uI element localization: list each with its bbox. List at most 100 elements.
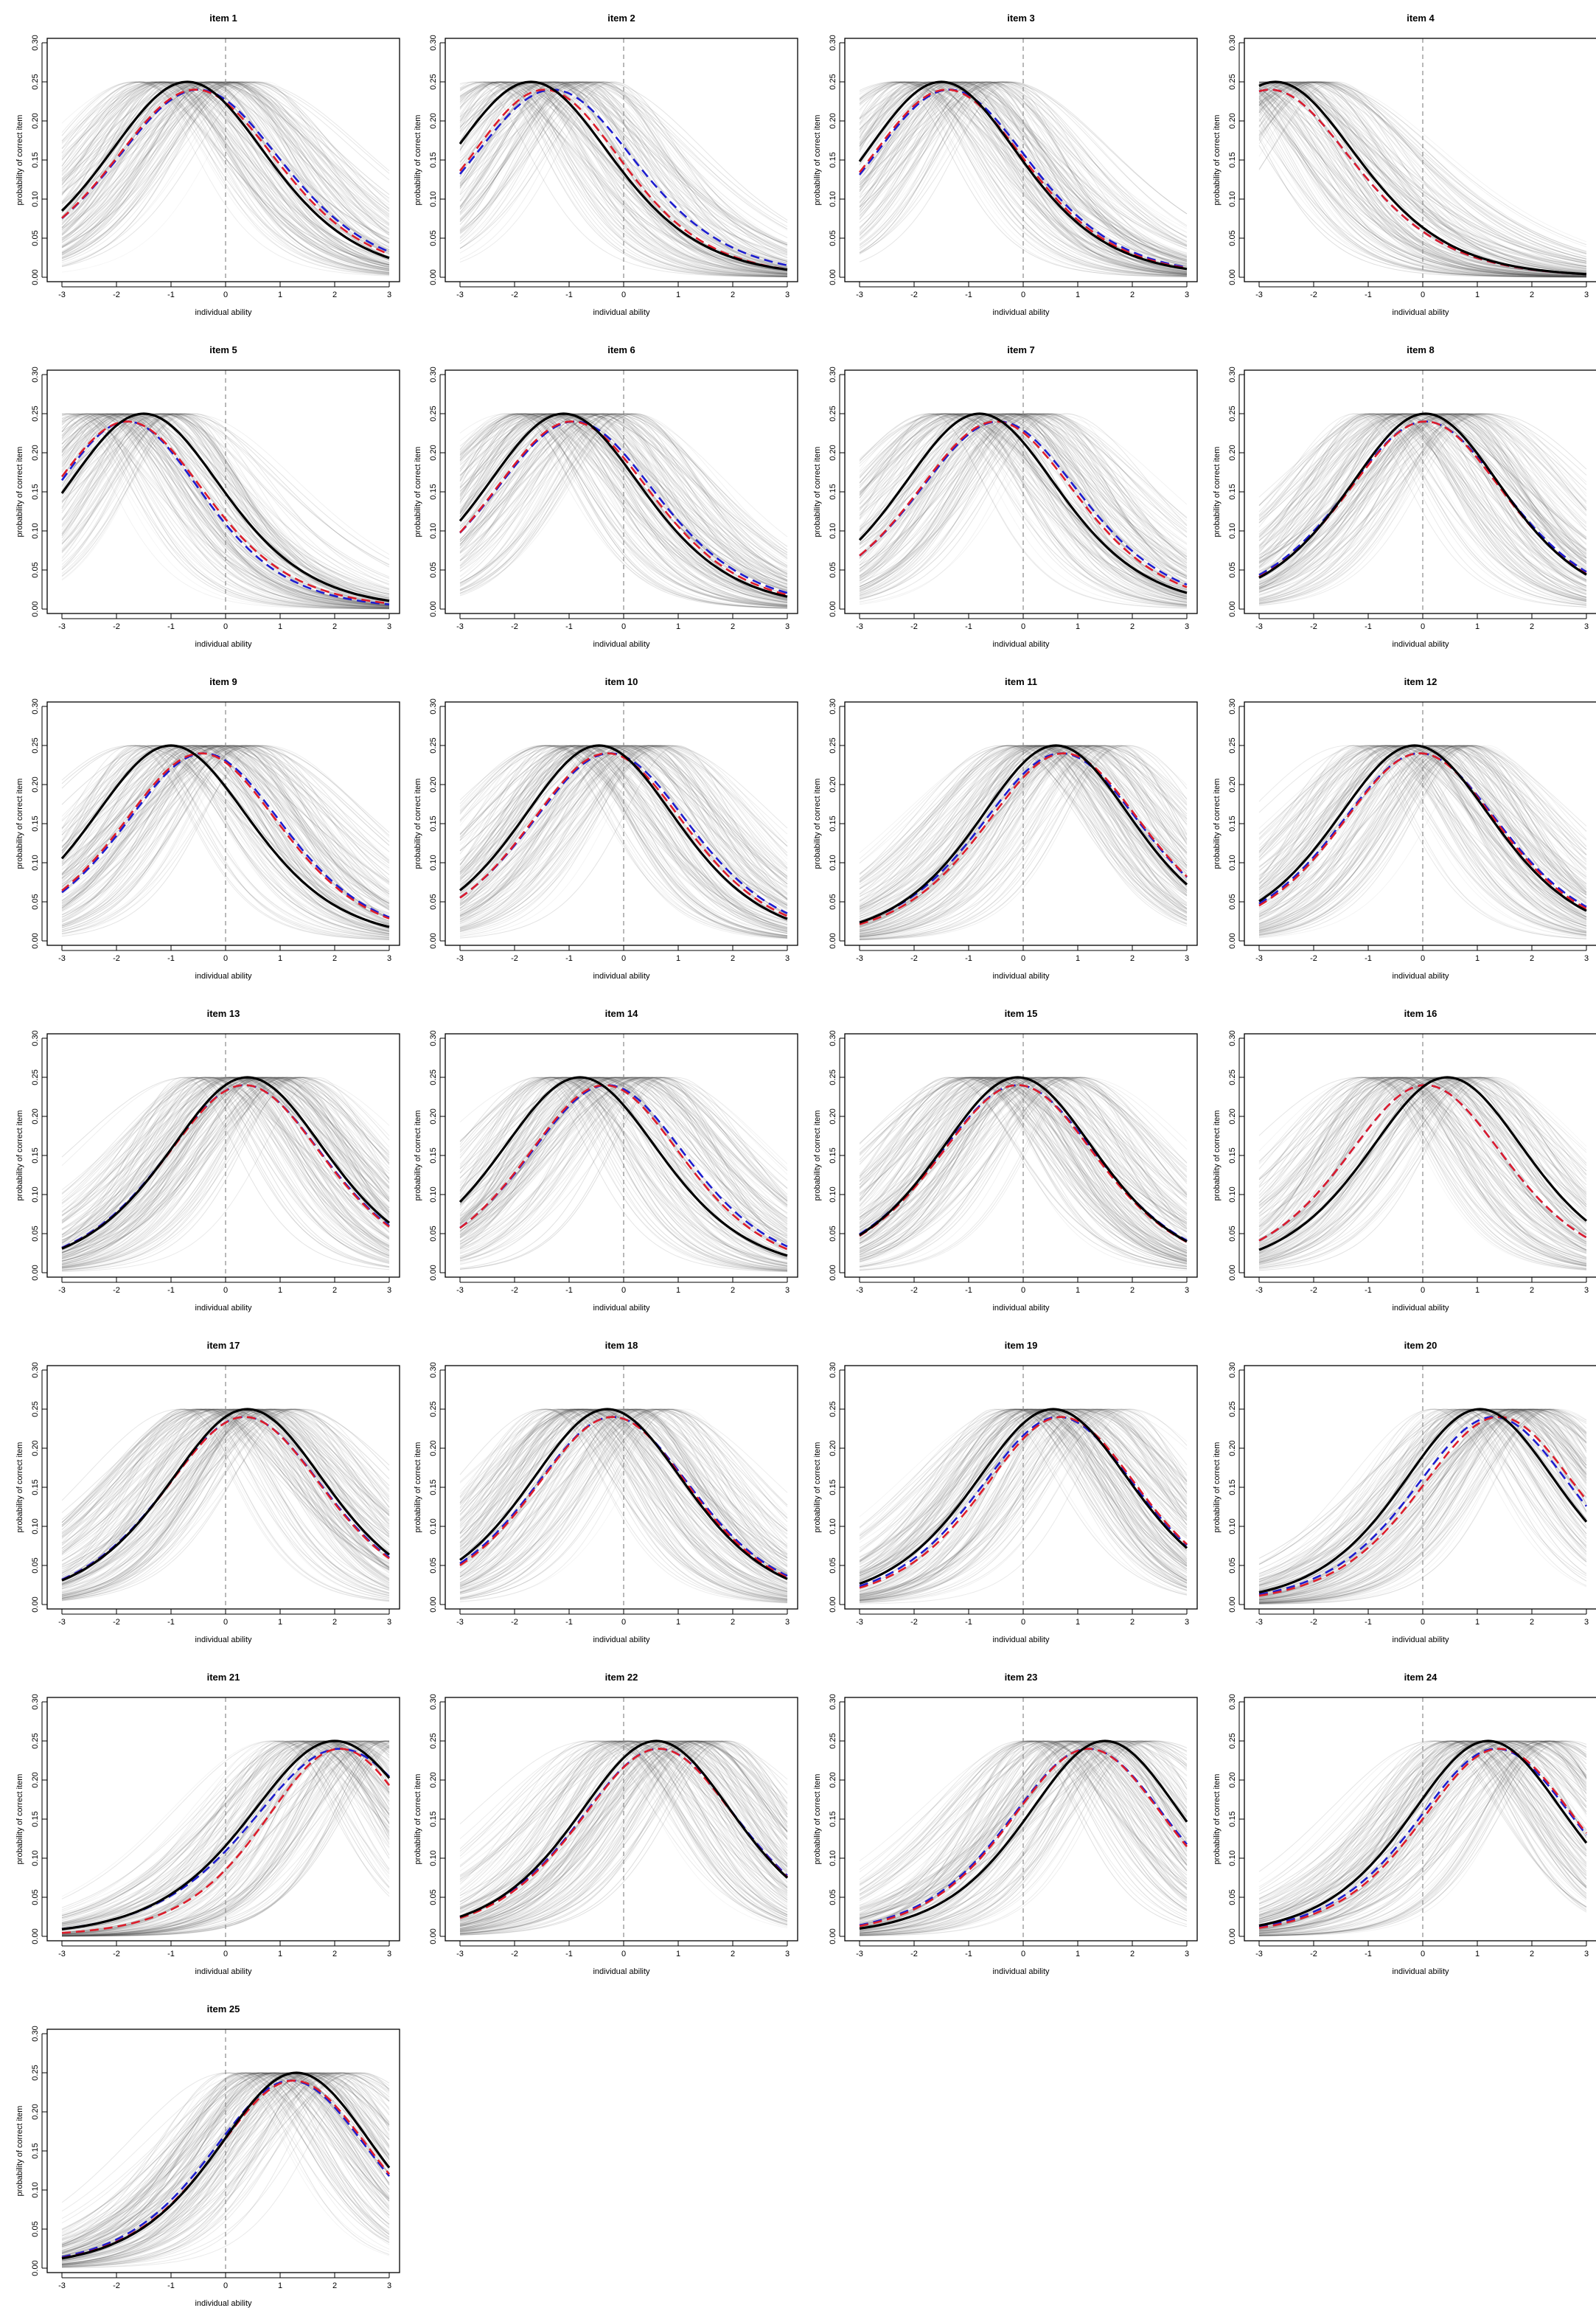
posterior-sample-line xyxy=(859,81,1188,260)
y-axis-label: probability of correct item xyxy=(813,1442,822,1533)
y-tick-label: 0.10 xyxy=(31,855,40,870)
x-tick-label: 2 xyxy=(1530,1286,1534,1295)
x-tick-label: 0 xyxy=(223,622,228,631)
x-tick-label: 3 xyxy=(785,1618,790,1627)
chart-title: item 21 xyxy=(207,1672,240,1683)
posterior-sample-line xyxy=(1258,119,1587,278)
y-tick-label: 0.00 xyxy=(829,1928,837,1944)
y-tick-label: 0.10 xyxy=(31,523,40,538)
posterior-sample-line xyxy=(459,413,788,605)
posterior-sample-line xyxy=(459,81,788,275)
posterior-sample-line xyxy=(459,413,788,588)
posterior-sample-line xyxy=(459,81,788,274)
y-tick-label: 0.25 xyxy=(1228,406,1237,421)
y-tick-label: 0.10 xyxy=(1228,1850,1237,1866)
chart-title: item 18 xyxy=(605,1340,638,1351)
posterior-sample-line xyxy=(1258,413,1587,580)
y-tick-label: 0.30 xyxy=(829,1694,837,1709)
posterior-sample-line xyxy=(859,81,1188,272)
y-tick-label: 0.30 xyxy=(31,698,40,714)
posterior-sample-line xyxy=(61,81,390,274)
posterior-sample-line xyxy=(459,413,788,609)
posterior-sample-line xyxy=(1258,413,1587,591)
posterior-sample-line xyxy=(61,81,390,209)
posterior-sample-line xyxy=(61,413,390,609)
x-tick-label: 1 xyxy=(278,1618,282,1627)
posterior-sample-line xyxy=(61,413,390,609)
x-tick-label: 2 xyxy=(731,291,735,299)
y-tick-label: 0.20 xyxy=(1228,445,1237,460)
posterior-sample-line xyxy=(859,413,1188,606)
x-tick-label: 0 xyxy=(1021,954,1025,963)
posterior-sample-line xyxy=(859,413,1188,597)
posterior-sample-line xyxy=(61,413,390,609)
posterior-sample-line xyxy=(61,81,390,271)
x-tick-label: 0 xyxy=(223,1618,228,1627)
posterior-sample-line xyxy=(459,413,788,607)
posterior-sample-line xyxy=(1258,413,1587,596)
chart-title: item 10 xyxy=(605,676,638,687)
series-line-blue xyxy=(858,88,1188,268)
posterior-sample-line xyxy=(61,81,390,247)
posterior-sample-line xyxy=(61,413,390,609)
y-tick-label: 0.20 xyxy=(31,1440,40,1456)
x-tick-label: 1 xyxy=(278,291,282,299)
posterior-sample-line xyxy=(859,413,1188,603)
posterior-sample-line xyxy=(1258,413,1587,563)
y-tick-label: 0.05 xyxy=(31,562,40,577)
y-tick-label: 0.25 xyxy=(429,74,438,89)
y-tick-label: 0.05 xyxy=(31,894,40,909)
x-tick-label: -3 xyxy=(58,1950,66,1958)
posterior-sample-line xyxy=(859,413,1188,604)
y-axis-label: probability of correct item xyxy=(813,1774,822,1865)
x-tick-label: -1 xyxy=(167,1618,175,1627)
y-tick-label: 0.30 xyxy=(31,1030,40,1046)
y-tick-label: 0.30 xyxy=(429,1694,438,1709)
posterior-sample-line xyxy=(859,413,1188,594)
x-tick-label: 2 xyxy=(332,291,337,299)
series-line-black xyxy=(459,412,788,598)
x-tick-label: -1 xyxy=(167,2281,175,2290)
chart-panel: item 20 -3 -2 -1 0 1 2 3 individual ability 0.00 0… xyxy=(1213,1340,1596,1644)
posterior-sample-line xyxy=(859,81,1188,262)
y-tick-label: 0.10 xyxy=(31,1850,40,1866)
posterior-sample-line xyxy=(61,745,390,930)
posterior-sample-line xyxy=(859,413,1188,566)
series-line-black xyxy=(1258,80,1587,276)
posterior-sample-line xyxy=(1258,413,1587,586)
posterior-sample-line xyxy=(859,413,1188,600)
posterior-sample-line xyxy=(859,81,1188,275)
y-tick-label: 0.05 xyxy=(1228,1889,1237,1905)
chart-title: item 7 xyxy=(1007,344,1035,355)
posterior-sample-line xyxy=(859,81,1188,277)
chart-panel: item 5 -3 -2 -1 0 1 2 3 individual ability 0.00 0.… xyxy=(15,344,400,649)
x-tick-label: 1 xyxy=(1076,622,1080,631)
posterior-sample-line xyxy=(859,413,1188,605)
x-tick-label: 2 xyxy=(332,622,337,631)
posterior-sample-line xyxy=(1258,413,1587,589)
posterior-sample-line xyxy=(1258,413,1587,603)
x-tick-label: 2 xyxy=(1130,291,1135,299)
x-tick-label: 2 xyxy=(731,1950,735,1958)
x-axis-label: individual ability xyxy=(593,1967,650,1976)
posterior-sample-line xyxy=(61,413,390,604)
x-tick-label: 2 xyxy=(1530,622,1534,631)
posterior-sample-line xyxy=(61,413,390,579)
x-tick-label: -3 xyxy=(456,622,464,631)
posterior-sample-line xyxy=(1258,81,1587,276)
y-tick-label: 0.10 xyxy=(31,1518,40,1534)
x-tick-label: -2 xyxy=(511,1286,518,1295)
x-tick-label: 3 xyxy=(785,291,790,299)
posterior-sample-line xyxy=(1258,81,1587,255)
y-tick-label: 0.00 xyxy=(1228,1265,1237,1280)
posterior-sample-line xyxy=(859,413,1188,600)
y-tick-label: 0.05 xyxy=(31,230,40,246)
x-tick-label: 1 xyxy=(1475,954,1480,963)
x-tick-label: -2 xyxy=(1310,1286,1317,1295)
y-axis-label: probability of correct item xyxy=(15,115,24,206)
y-tick-label: 0.25 xyxy=(31,1733,40,1748)
posterior-sample-line xyxy=(1258,413,1587,563)
posterior-sample-line xyxy=(459,413,788,600)
posterior-sample-line xyxy=(61,413,390,604)
